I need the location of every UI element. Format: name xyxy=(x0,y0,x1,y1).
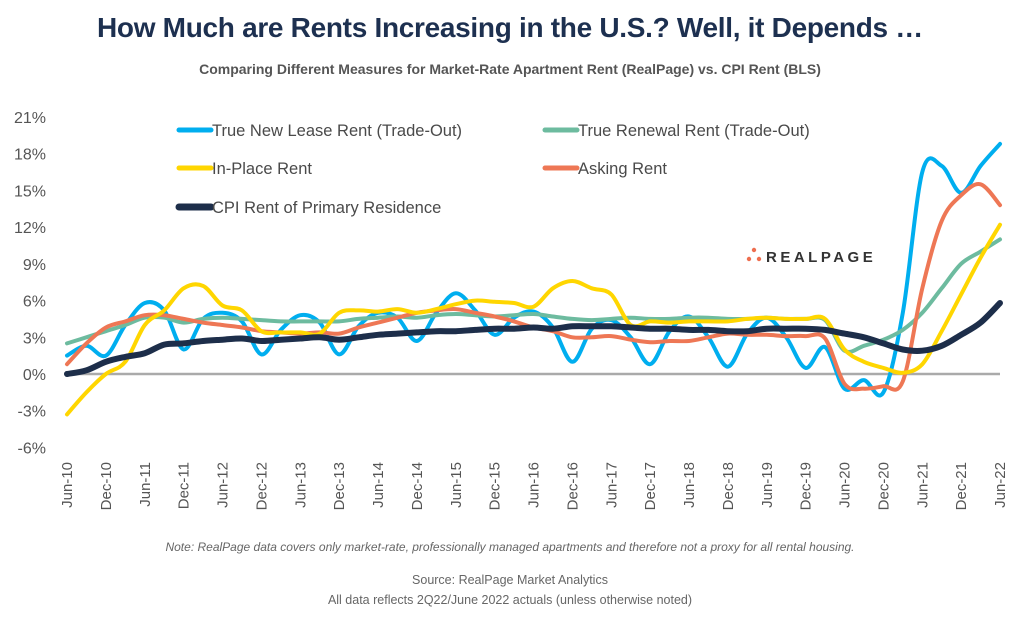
x-tick-label: Dec-15 xyxy=(487,462,504,510)
legend-item: In-Place Rent xyxy=(176,160,312,178)
legend-item: True Renewal Rent (Trade-Out) xyxy=(542,122,810,140)
legend-label: True Renewal Rent (Trade-Out) xyxy=(578,122,810,140)
legend-item: CPI Rent of Primary Residence xyxy=(175,199,441,217)
x-tick-label: Jun-12 xyxy=(215,462,232,508)
legend-label: CPI Rent of Primary Residence xyxy=(212,199,441,217)
chart-source: Source: RealPage Market Analytics All da… xyxy=(0,570,1020,610)
chart-subtitle: Comparing Different Measures for Market-… xyxy=(199,61,821,77)
x-tick-label: Jun-15 xyxy=(448,462,465,508)
series-line-cpi-rent-of-primary-residence xyxy=(64,300,1003,377)
x-tick-label: Jun-21 xyxy=(914,462,931,508)
y-tick-label: -6% xyxy=(18,440,46,457)
x-tick-label: Jun-19 xyxy=(759,462,776,508)
x-tick-label: Jun-18 xyxy=(681,462,698,508)
chart-title: How Much are Rents Increasing in the U.S… xyxy=(97,12,923,43)
series-line-in-place-rent xyxy=(65,222,1002,417)
y-axis: 21% 18% 15% 12% 9% 6% 3% 0% -3% -6% xyxy=(14,110,46,457)
x-tick-label: Dec-14 xyxy=(409,462,426,510)
x-tick-label: Jun-17 xyxy=(603,462,620,508)
legend-item: Asking Rent xyxy=(542,160,667,178)
x-tick-label: Dec-12 xyxy=(253,462,270,510)
x-tick-label: Jun-14 xyxy=(370,462,387,508)
actuals-line: All data reflects 2Q22/June 2022 actuals… xyxy=(327,593,693,607)
realpage-logo: REALPAGE xyxy=(746,247,876,266)
logo-dot-icon xyxy=(751,247,757,253)
x-tick-label: Dec-17 xyxy=(642,462,659,510)
series-lines xyxy=(64,141,1003,417)
y-tick-label: 6% xyxy=(23,294,46,311)
y-tick-label: 12% xyxy=(14,220,46,237)
y-tick-label: 21% xyxy=(14,110,46,127)
x-tick-label: Jun-22 xyxy=(992,462,1009,508)
y-tick-label: 15% xyxy=(14,183,46,200)
y-tick-label: 18% xyxy=(14,147,46,164)
y-tick-label: 3% xyxy=(23,330,46,347)
logo-dot-icon xyxy=(756,256,762,262)
x-tick-label: Dec-21 xyxy=(953,462,970,510)
x-tick-label: Dec-10 xyxy=(98,462,115,510)
y-tick-label: 9% xyxy=(23,257,46,274)
x-tick-label: Dec-13 xyxy=(331,462,348,510)
logo-text: REALPAGE xyxy=(766,249,876,266)
x-tick-label: Jun-20 xyxy=(837,462,854,508)
x-axis: Jun-10 Dec-10 Jun-11 Dec-11 Jun-12 Dec-12 Jun-… xyxy=(59,462,1009,510)
x-tick-label: Jun-13 xyxy=(292,462,309,508)
legend-label: True New Lease Rent (Trade-Out) xyxy=(212,122,462,140)
x-tick-label: Dec-18 xyxy=(720,462,737,510)
source-line: Source: RealPage Market Analytics xyxy=(412,573,608,587)
legend: True New Lease Rent (Trade-Out) True Rene… xyxy=(175,122,810,217)
chart-note: Note: RealPage data covers only market-r… xyxy=(165,540,855,554)
x-tick-label: Jun-16 xyxy=(526,462,543,508)
x-tick-label: Jun-10 xyxy=(59,462,76,508)
x-tick-label: Dec-19 xyxy=(798,462,815,510)
legend-label: Asking Rent xyxy=(578,160,667,178)
x-tick-label: Dec-20 xyxy=(875,462,892,510)
y-tick-label: -3% xyxy=(18,404,46,421)
y-tick-label: 0% xyxy=(23,367,46,384)
x-tick-label: Dec-16 xyxy=(564,462,581,510)
legend-item: True New Lease Rent (Trade-Out) xyxy=(176,122,462,140)
logo-dot-icon xyxy=(746,256,752,262)
x-tick-label: Jun-11 xyxy=(137,462,154,507)
legend-label: In-Place Rent xyxy=(212,160,312,178)
x-tick-label: Dec-11 xyxy=(176,462,193,509)
series-line-true-new-lease-rent-trade-out xyxy=(65,141,1002,398)
